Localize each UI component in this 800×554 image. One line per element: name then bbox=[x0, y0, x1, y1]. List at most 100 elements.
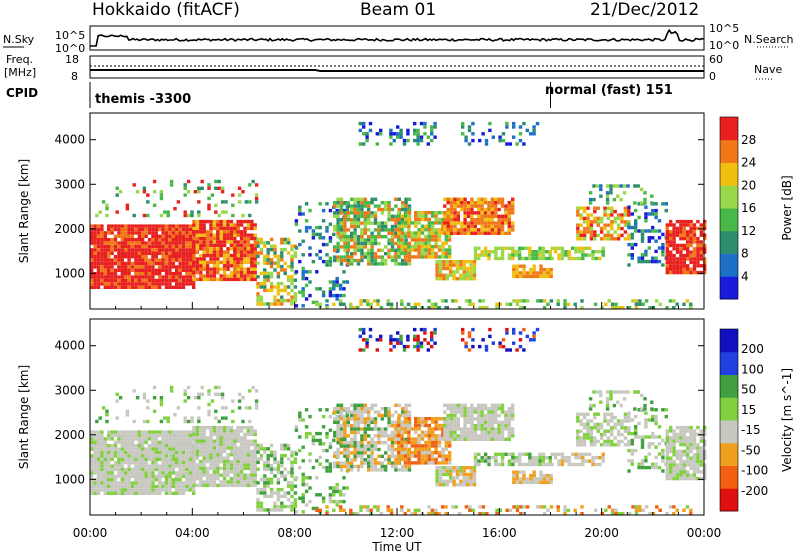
power-cell bbox=[185, 275, 189, 279]
power-cell bbox=[696, 264, 700, 268]
power-cell bbox=[448, 255, 452, 259]
velocity-cell bbox=[490, 437, 494, 441]
power-cell bbox=[164, 224, 169, 228]
power-cell bbox=[103, 255, 107, 259]
power-cell bbox=[638, 302, 642, 306]
power-cell bbox=[212, 253, 217, 258]
power-cell bbox=[353, 231, 357, 235]
power-cell bbox=[686, 233, 690, 237]
power-cell bbox=[168, 255, 172, 259]
power-cell bbox=[541, 256, 546, 261]
power-cell bbox=[373, 241, 378, 246]
velocity-cell bbox=[456, 420, 460, 424]
power-cell bbox=[443, 214, 447, 218]
power-cell bbox=[236, 267, 240, 271]
power-cell bbox=[449, 273, 453, 277]
power-cell bbox=[185, 231, 189, 235]
velocity-cell bbox=[360, 451, 364, 455]
velocity-cell bbox=[377, 413, 381, 418]
power-cell bbox=[107, 227, 111, 232]
power-cell bbox=[273, 268, 277, 272]
velocity-cell bbox=[93, 440, 97, 444]
power-cell bbox=[363, 214, 367, 218]
velocity-cell bbox=[511, 407, 515, 411]
power-cell bbox=[546, 274, 550, 279]
power-cell bbox=[147, 238, 152, 242]
velocity-cell bbox=[154, 478, 158, 482]
velocity-cell bbox=[166, 416, 170, 420]
power-cell bbox=[239, 274, 244, 278]
power-cell bbox=[266, 258, 270, 262]
power-cell bbox=[431, 211, 435, 215]
velocity-cell bbox=[542, 473, 547, 478]
power-cell bbox=[511, 207, 515, 212]
power-cell bbox=[427, 245, 431, 249]
velocity-cell bbox=[195, 473, 200, 477]
power-cell bbox=[103, 251, 107, 255]
velocity-cell bbox=[407, 417, 411, 421]
power-cell bbox=[175, 241, 179, 245]
power-cell bbox=[453, 207, 457, 212]
power-cell bbox=[363, 211, 367, 215]
velocity-cell bbox=[438, 466, 443, 470]
power-cell bbox=[171, 261, 175, 266]
power-cell bbox=[222, 277, 227, 282]
power-cell bbox=[159, 196, 164, 201]
power-cell bbox=[675, 233, 680, 237]
power-cell bbox=[498, 135, 502, 139]
velocity-cell bbox=[90, 430, 94, 434]
velocity-cell bbox=[477, 437, 481, 441]
power-cell bbox=[579, 223, 583, 227]
power-cell bbox=[315, 302, 319, 306]
velocity-cell bbox=[229, 436, 234, 440]
velocity-cell bbox=[124, 450, 128, 455]
velocity-cell bbox=[403, 417, 408, 421]
velocity-cell bbox=[494, 410, 498, 414]
velocity-cell bbox=[410, 427, 414, 431]
power-cell bbox=[445, 263, 449, 267]
velocity-cell bbox=[336, 410, 340, 414]
power-cell bbox=[490, 214, 494, 218]
power-cell bbox=[686, 240, 690, 244]
power-cell bbox=[96, 261, 101, 266]
power-cell bbox=[406, 128, 410, 133]
power-cell bbox=[134, 255, 138, 259]
velocity-cell bbox=[315, 438, 319, 443]
power-cell bbox=[463, 204, 467, 208]
velocity-cell bbox=[137, 467, 141, 472]
velocity-cell bbox=[103, 471, 107, 475]
power-cell bbox=[438, 270, 443, 274]
velocity-cell bbox=[591, 456, 595, 460]
power-cell bbox=[426, 135, 430, 139]
velocity-cell bbox=[427, 423, 431, 428]
velocity-cell bbox=[480, 403, 484, 407]
velocity-cell bbox=[141, 457, 145, 461]
power-cell bbox=[124, 285, 128, 289]
velocity-cell bbox=[591, 459, 595, 463]
power-cell bbox=[293, 278, 298, 282]
velocity-cell bbox=[137, 478, 141, 482]
power-cell bbox=[438, 266, 443, 271]
power-cell bbox=[199, 274, 203, 278]
power-cell bbox=[599, 226, 604, 231]
power-cell bbox=[473, 228, 477, 232]
power-cell bbox=[205, 264, 210, 268]
velocity-cell bbox=[455, 476, 460, 480]
power-cell bbox=[449, 218, 454, 222]
velocity-cell bbox=[236, 480, 240, 484]
power-cell bbox=[175, 227, 179, 232]
power-cell bbox=[185, 265, 189, 269]
velocity-cell bbox=[407, 468, 412, 472]
velocity-cell bbox=[107, 433, 111, 438]
velocity-cell bbox=[325, 510, 329, 514]
velocity-cell bbox=[342, 414, 346, 419]
power-cell bbox=[584, 246, 588, 250]
power-cell bbox=[229, 219, 234, 224]
power-cell bbox=[229, 257, 234, 261]
velocity-cell bbox=[466, 483, 470, 487]
velocity-cell bbox=[448, 461, 452, 465]
velocity-cell bbox=[500, 452, 505, 456]
power-cell bbox=[483, 253, 488, 257]
power-cell bbox=[469, 260, 473, 264]
power-cell bbox=[146, 193, 150, 197]
